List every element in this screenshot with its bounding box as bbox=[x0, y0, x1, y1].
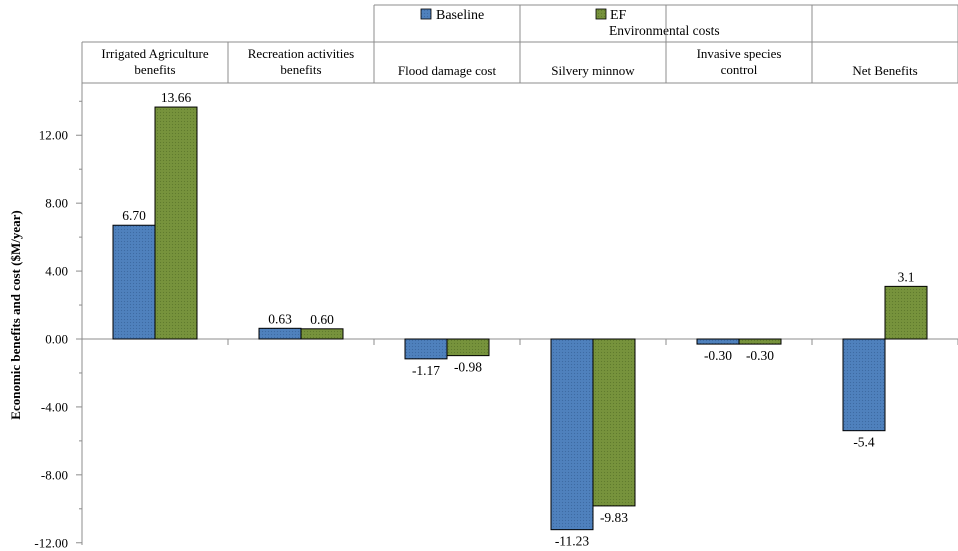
y-tick-label: 0.00 bbox=[45, 332, 68, 347]
bar-ef bbox=[300, 328, 344, 340]
data-label-baseline: -5.4 bbox=[853, 435, 875, 450]
y-axis: 12.00 8.00 4.00 0.00 -4.00 -8.00 -12.00 bbox=[34, 83, 83, 550]
category-label: Silvery minnow bbox=[551, 63, 635, 78]
category-label: control bbox=[721, 62, 758, 77]
y-tick-label: -12.00 bbox=[34, 535, 68, 550]
y-tick-label: 12.00 bbox=[39, 128, 68, 143]
bar-baseline bbox=[112, 224, 156, 340]
data-label-ef: 13.66 bbox=[161, 90, 192, 105]
data-label-baseline: -1.17 bbox=[412, 363, 440, 378]
y-tick-label: -8.00 bbox=[41, 467, 68, 482]
category-label: benefits bbox=[134, 62, 175, 77]
bar-ef bbox=[154, 106, 198, 340]
category-label: Flood damage cost bbox=[398, 63, 497, 78]
data-label-baseline: 0.63 bbox=[268, 311, 292, 326]
legend-swatch-baseline bbox=[420, 8, 432, 20]
bar-ef bbox=[592, 338, 636, 507]
data-label-ef: 0.60 bbox=[310, 312, 334, 327]
data-label-baseline: 6.70 bbox=[122, 208, 146, 223]
data-label-ef: -0.30 bbox=[746, 348, 774, 363]
category-header-frame bbox=[81, 4, 958, 345]
legend-swatch-ef bbox=[595, 8, 607, 20]
category-label: Net Benefits bbox=[852, 63, 917, 78]
y-axis-label: Economic benefits and cost ($M/year) bbox=[8, 210, 23, 419]
bar-baseline bbox=[696, 338, 740, 345]
value-labels: 6.70 13.66 0.63 0.60 -1.17 -0.98 -11.23 -9.83 -0… bbox=[122, 90, 914, 549]
category-label: benefits bbox=[280, 62, 321, 77]
bar-ef bbox=[738, 338, 782, 345]
data-label-ef: -9.83 bbox=[600, 510, 628, 525]
bar-baseline bbox=[404, 338, 448, 360]
data-label-baseline: -0.30 bbox=[704, 348, 732, 363]
category-label: Recreation activities bbox=[248, 46, 354, 61]
chart-legend: Baseline EF bbox=[420, 8, 627, 23]
category-label: Irrigated Agriculture bbox=[101, 46, 208, 61]
legend-label-baseline: Baseline bbox=[436, 8, 484, 23]
bar-baseline bbox=[550, 338, 594, 531]
category-labels: Irrigated AgriculturebenefitsRecreation … bbox=[101, 46, 917, 78]
data-label-baseline: -11.23 bbox=[555, 534, 590, 549]
y-tick-label: -4.00 bbox=[41, 399, 68, 414]
data-label-ef: -0.98 bbox=[454, 360, 482, 375]
data-label-ef: 3.1 bbox=[898, 269, 915, 284]
bar-ef bbox=[884, 285, 928, 340]
y-tick-label: 4.00 bbox=[45, 264, 68, 279]
y-tick-label: 8.00 bbox=[45, 196, 68, 211]
bar-baseline bbox=[258, 327, 302, 340]
group-header-label: Environmental costs bbox=[609, 23, 720, 38]
bars bbox=[112, 106, 928, 531]
bar-baseline bbox=[842, 338, 886, 432]
category-label: Invasive species bbox=[697, 46, 782, 61]
bar-ef bbox=[446, 338, 490, 357]
legend-label-ef: EF bbox=[610, 8, 627, 23]
